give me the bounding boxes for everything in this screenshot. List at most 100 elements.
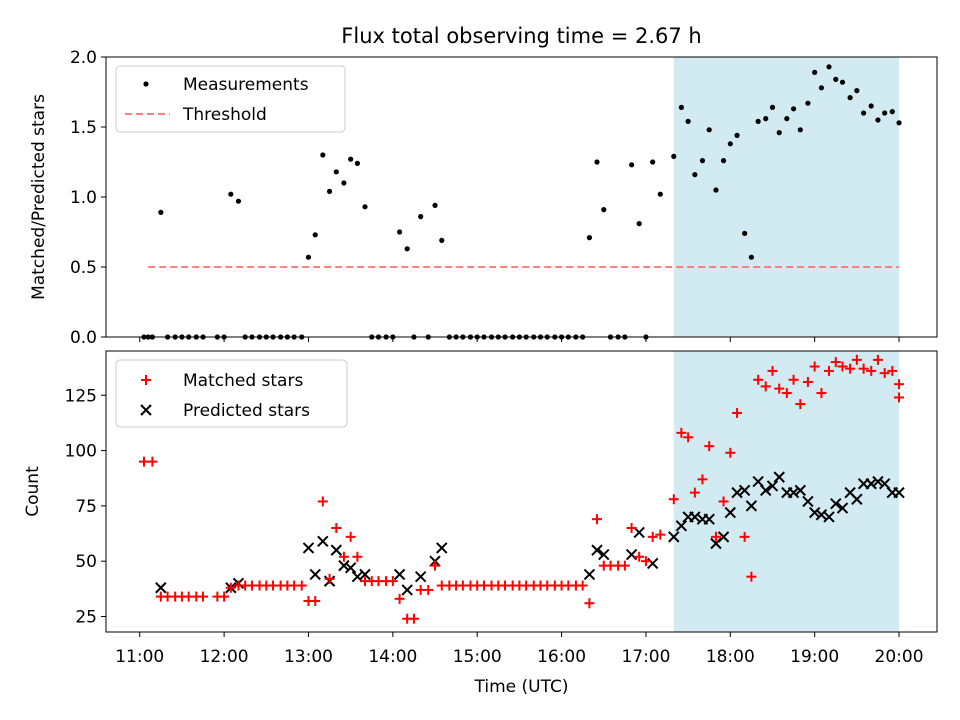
measurement-point xyxy=(650,159,656,165)
observing-window-shade xyxy=(673,57,900,337)
measurement-point xyxy=(362,204,368,210)
matched-star-point xyxy=(668,494,679,505)
matched-star-point xyxy=(760,381,771,392)
measurement-point xyxy=(320,152,326,158)
predicted-star-point xyxy=(823,511,835,523)
predicted-star-point xyxy=(155,582,167,594)
measurement-point xyxy=(341,180,347,186)
y-tick-label: 50 xyxy=(75,552,97,572)
predicted-star-point xyxy=(633,526,645,539)
measurement-point xyxy=(713,187,719,193)
predicted-star-point xyxy=(330,544,343,556)
predicted-star-point xyxy=(745,500,758,512)
predicted-star-point xyxy=(646,557,659,570)
bottom-panel: 25 50 75 100 125 11:00 12:00 13:00 14:00 15:00 16… xyxy=(23,350,938,697)
measurement-point xyxy=(586,235,593,241)
matched-star-point xyxy=(872,354,883,365)
matched-star-point xyxy=(718,496,729,507)
matched-star-point xyxy=(894,379,905,390)
matched-star-point xyxy=(430,560,441,571)
top-y-axis-label: Matched/Predicted stars xyxy=(29,94,49,300)
matched-star-point xyxy=(592,514,603,525)
matched-star-point xyxy=(338,551,349,562)
measurement-point xyxy=(818,85,825,91)
matched-star-point xyxy=(816,388,827,399)
legend-x-glyph xyxy=(140,404,152,416)
bottom-x-ticks: 11:00 12:00 13:00 14:00 15:00 16:00 17:00 18:00… xyxy=(115,632,924,667)
predicted-star-point xyxy=(583,568,596,581)
measurement-point xyxy=(158,209,164,215)
predicted-star-point xyxy=(344,562,357,574)
measurement-point xyxy=(404,246,410,252)
chart-title: Flux total observing time = 2.67 h xyxy=(341,24,701,48)
predicted-star-point xyxy=(591,544,603,556)
matched-star-point xyxy=(352,551,363,562)
measurement-point xyxy=(228,191,234,197)
matched-star-point xyxy=(225,582,236,593)
x-tick-label: 19:00 xyxy=(790,647,839,667)
top-y-ticks: 0.0 0.5 1.0 1.5 2.0 xyxy=(70,48,106,348)
matched-star-point xyxy=(296,580,307,591)
matched-star-point xyxy=(732,407,743,418)
predicted-star-point xyxy=(724,506,737,519)
x-tick-label: 12:00 xyxy=(200,647,249,667)
measurement-point xyxy=(312,232,318,238)
matched-star-point xyxy=(683,432,694,443)
matched-star-point xyxy=(894,392,905,403)
matched-star-point xyxy=(887,365,898,376)
measurement-point xyxy=(594,159,600,165)
matched-star-point xyxy=(655,529,666,540)
measurement-point xyxy=(797,127,803,133)
x-axis-label: Time (UTC) xyxy=(474,677,569,697)
y-tick-label: 100 xyxy=(65,442,97,462)
y-tick-label: 25 xyxy=(75,608,97,628)
matched-star-point xyxy=(866,365,877,376)
y-tick-label: 0.0 xyxy=(70,328,97,348)
measurement-point xyxy=(790,106,797,112)
measurement-point xyxy=(742,230,748,236)
measurement-point xyxy=(875,117,881,123)
predicted-star-point xyxy=(338,559,350,572)
measurement-point xyxy=(812,69,818,75)
y-tick-label: 125 xyxy=(65,386,97,406)
predicted-star-point xyxy=(401,584,413,596)
x-tick-label: 16:00 xyxy=(537,647,586,667)
x-tick-label: 20:00 xyxy=(875,647,924,667)
predicted-star-point xyxy=(436,542,448,554)
legend-label-measurements: Measurements xyxy=(183,75,309,95)
bottom-plot-frame xyxy=(105,350,938,633)
matched-star-point xyxy=(879,368,890,379)
matched-star-point xyxy=(795,399,806,410)
predicted-star-point xyxy=(393,568,406,581)
measurement-point xyxy=(734,132,740,138)
measurement-point xyxy=(396,229,403,235)
y-tick-label: 1.0 xyxy=(70,188,97,208)
top-legend-box xyxy=(115,65,346,133)
matched-star-point xyxy=(634,551,645,562)
predicted-star-point xyxy=(738,484,751,497)
measurement-point xyxy=(354,160,361,166)
matched-star-point xyxy=(310,596,321,607)
predicted-star-point xyxy=(766,480,779,492)
matched-star-point xyxy=(710,531,721,542)
measurement-point xyxy=(671,153,677,159)
matched-star-point xyxy=(387,576,398,587)
predicted-star-point xyxy=(359,568,371,581)
matched-star-point xyxy=(626,523,637,534)
measurement-point xyxy=(776,130,782,136)
matched-star-point xyxy=(345,531,356,542)
matched-star-point xyxy=(324,573,335,584)
measurement-point xyxy=(748,254,754,260)
matched-star-point xyxy=(219,591,230,602)
matched-star-point xyxy=(147,456,158,467)
matched-star-point xyxy=(619,560,630,571)
legend-label-threshold: Threshold xyxy=(182,105,267,125)
matched-star-point xyxy=(697,474,708,485)
measurement-point xyxy=(861,110,867,116)
top-x-ticks xyxy=(139,337,900,342)
matched-star-point xyxy=(837,361,848,372)
measurement-point xyxy=(868,103,874,109)
predicted-star-point xyxy=(802,495,814,508)
predicted-stars-series xyxy=(155,471,905,596)
